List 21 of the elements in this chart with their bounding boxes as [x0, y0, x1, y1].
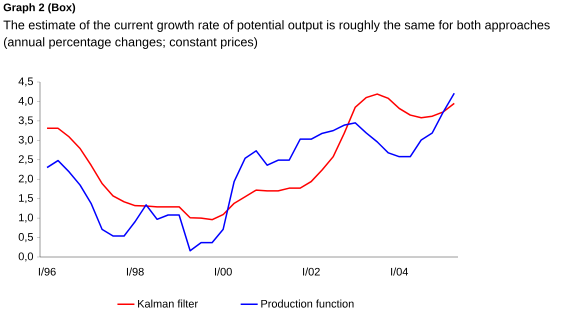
x-tick-label: I/98	[126, 268, 144, 276]
y-tick-label: 0,5	[18, 233, 34, 242]
y-tick-label: 4,0	[18, 96, 34, 106]
y-tick-label: 2,5	[18, 155, 34, 164]
y-tick-label: 1,5	[19, 194, 34, 204]
legend-label: Production function	[261, 300, 354, 308]
chart-subtitle: The estimate of the current growth rate of potential output is roughly the same for both approaches	[3, 20, 550, 32]
y-tick-label: 0,0	[18, 252, 34, 262]
line-series	[46, 92, 456, 252]
y-tick-label: 1,0	[19, 214, 34, 223]
x-tick-label: I/96	[38, 268, 56, 276]
y-tick-label: 2,0	[18, 174, 34, 184]
y-tick-label: 3,0	[18, 136, 34, 145]
x-tick-label: I/02	[303, 268, 320, 276]
legend-label: Kalman filter	[138, 300, 198, 308]
x-tick-label: I/00	[215, 268, 232, 276]
y-tick-label: 3,5	[18, 116, 34, 126]
chart-title: Graph 2 (Box)	[4, 3, 76, 14]
y-tick-label: 4,5	[18, 78, 34, 86]
text: (annual percentage changes; constant prices)	[4, 37, 258, 49]
x-tick-label: I/04	[391, 268, 408, 276]
